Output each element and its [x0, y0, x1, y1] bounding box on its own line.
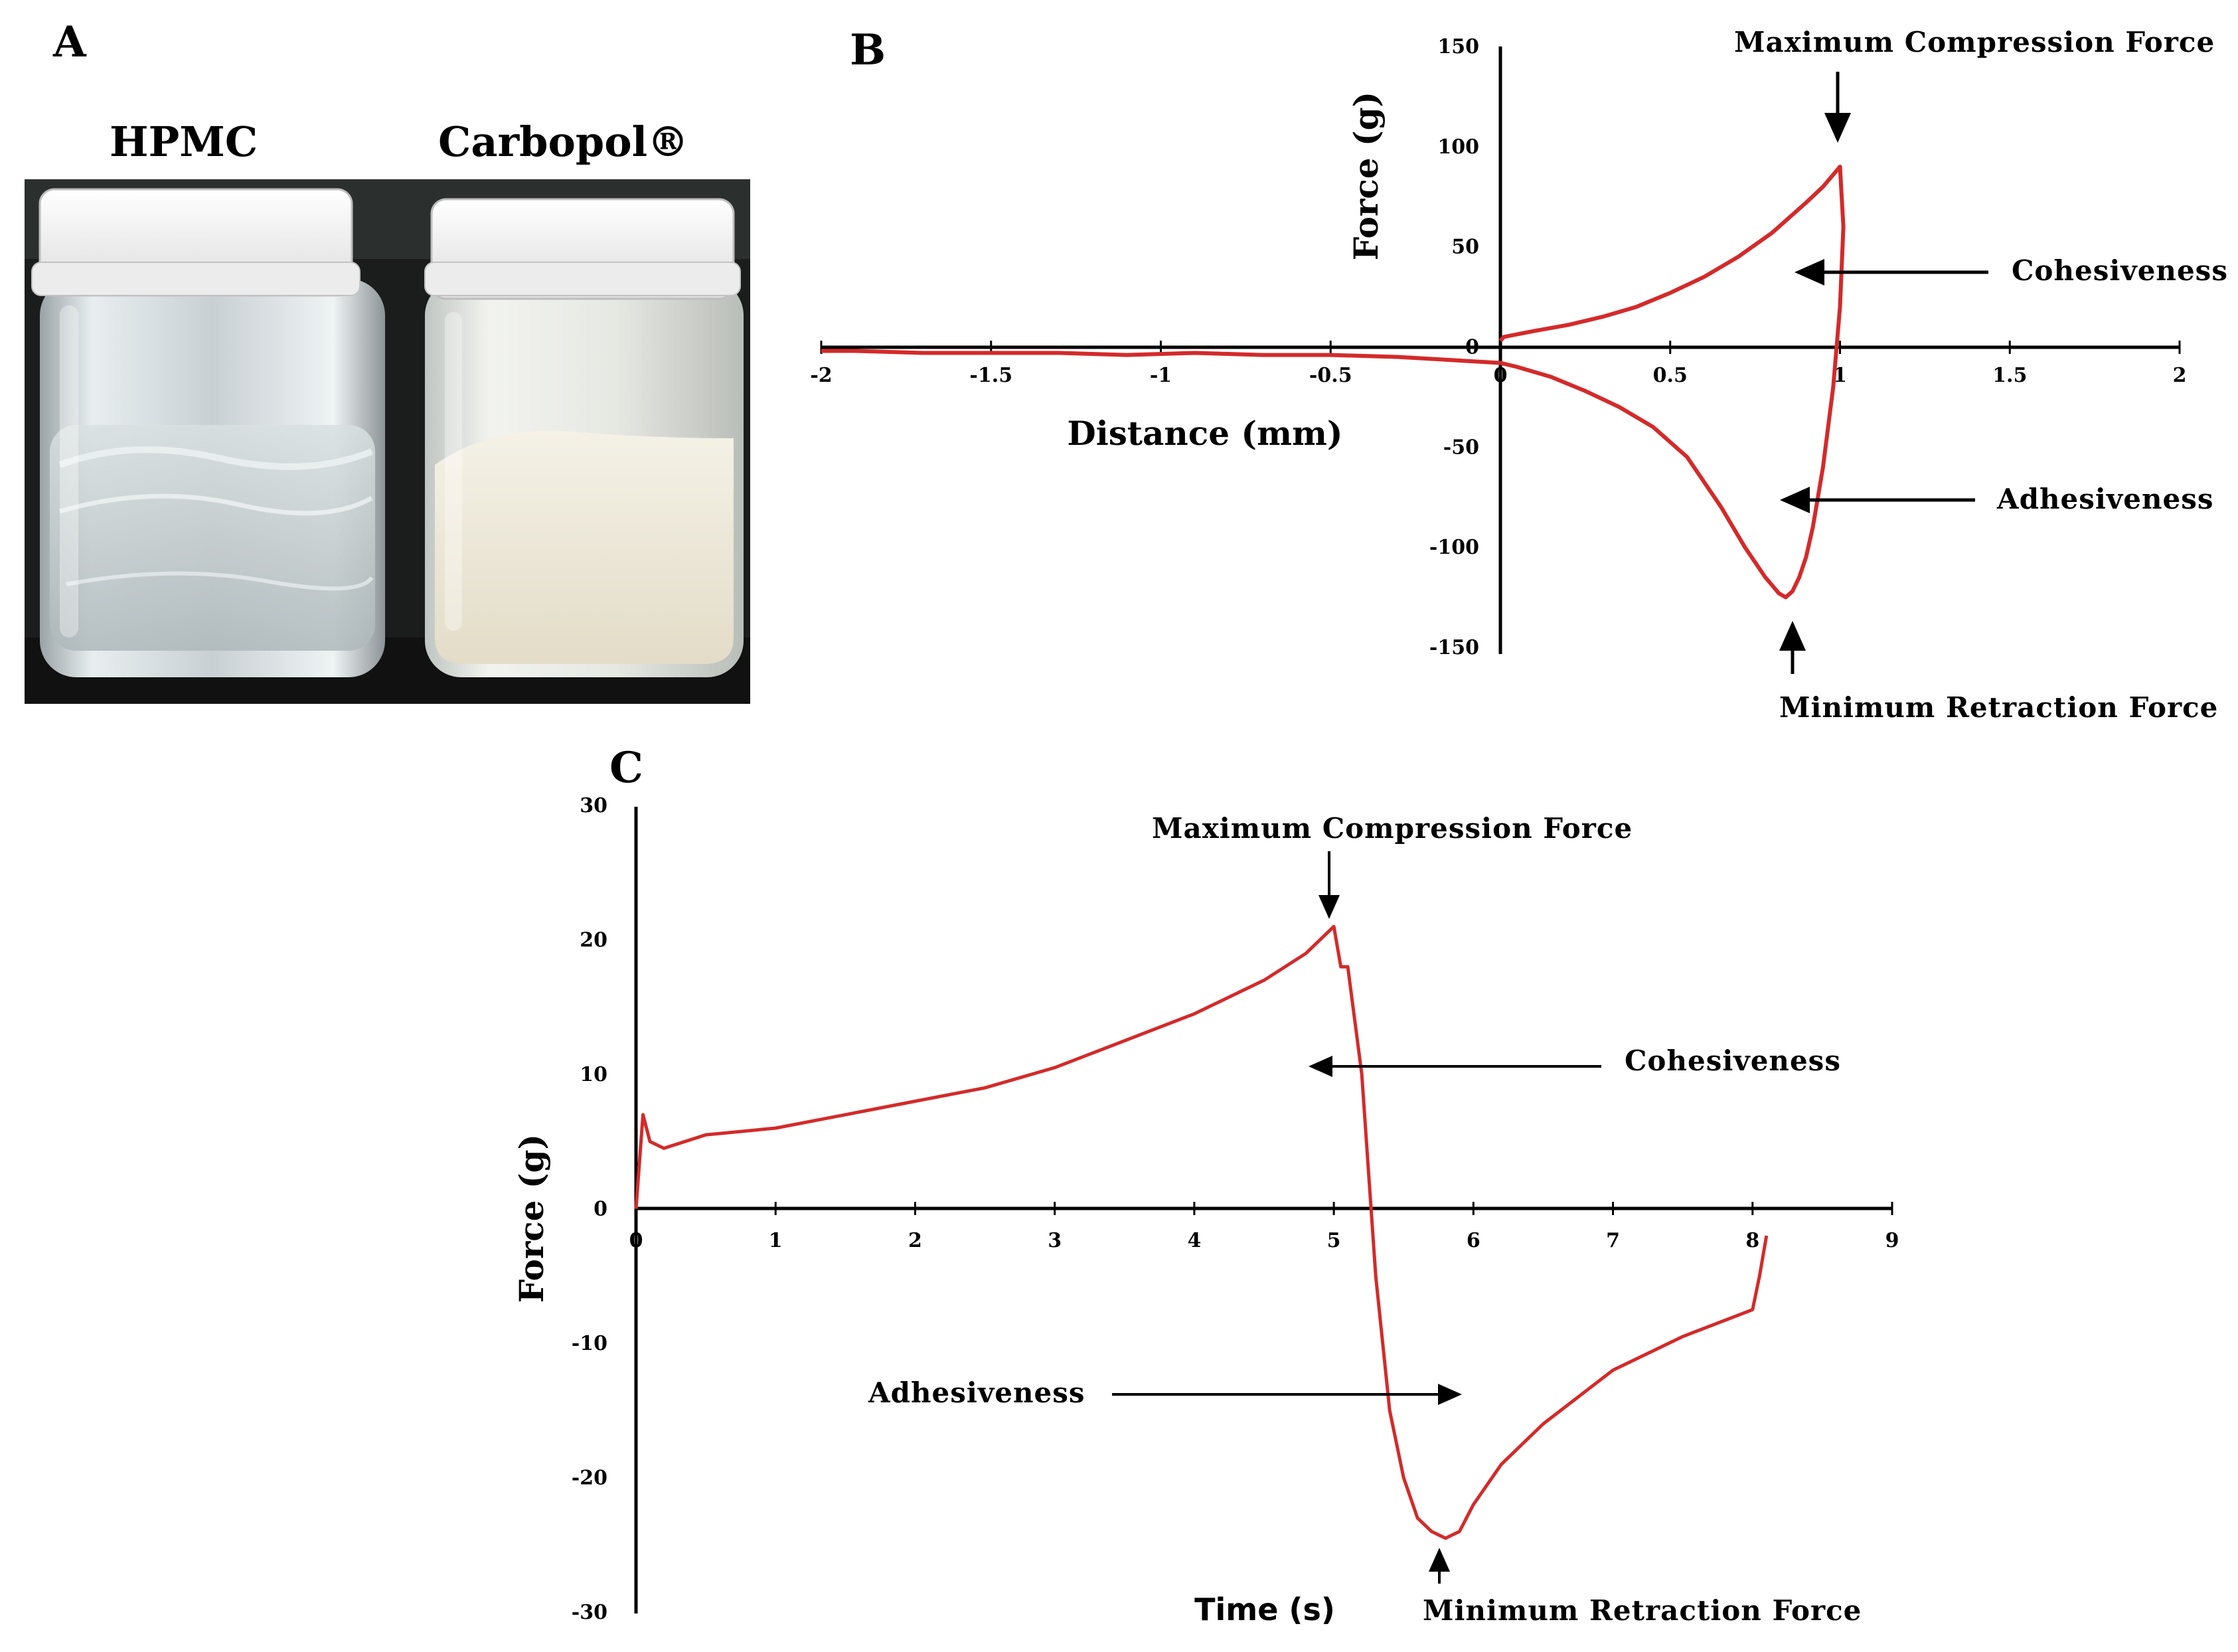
c-annotation-cohesiveness: Cohesiveness	[1625, 1044, 1841, 1077]
b-y-axis-label: Force (g)	[1346, 92, 1386, 260]
hpmc-gel-swirl-3	[66, 571, 374, 591]
hpmc-glass-highlight	[60, 305, 78, 637]
hpmc-gel-swirl-2	[59, 493, 373, 516]
panel-a: A HPMC Carbopol®	[25, 17, 750, 704]
hpmc-cap-rim	[31, 262, 360, 296]
c-y-tick-label: 20	[580, 929, 607, 952]
hpmc-gel	[50, 425, 375, 651]
hpmc-jar	[31, 188, 385, 677]
b-x-tick-label: -0.5	[1309, 364, 1352, 387]
b-y-tick-label: -150	[1429, 636, 1479, 659]
b-y-tick-label: 50	[1451, 236, 1479, 259]
jar-photo	[25, 179, 750, 704]
b-y-tick-label: 0	[1465, 336, 1479, 359]
b-y-tick-label: -100	[1429, 536, 1479, 559]
b-x-tick-label: 0	[1494, 364, 1508, 387]
c-x-tick-label: 9	[1885, 1229, 1899, 1252]
b-x-tick-label: -1.5	[969, 364, 1012, 387]
c-y-tick-label: 0	[594, 1198, 607, 1221]
b-y-tick-label: 150	[1437, 35, 1479, 58]
c-y-tick-label: 10	[580, 1063, 607, 1086]
b-y-tick-label: -50	[1443, 436, 1479, 459]
b-x-tick-label: -2	[810, 364, 832, 387]
b-x-tick-label: 2	[2173, 364, 2187, 387]
c-x-tick-label: 5	[1327, 1229, 1341, 1252]
b-annotation-max-compression: Maximum Compression Force	[1734, 26, 2215, 58]
panel-c-letter: C	[609, 743, 643, 793]
c-y-tick-label: -10	[572, 1332, 607, 1355]
carbopol-cap-rim	[424, 262, 741, 296]
c-x-tick-label: 7	[1606, 1229, 1620, 1252]
c-x-tick-label: 2	[908, 1229, 922, 1252]
c-y-tick-label: -20	[572, 1467, 607, 1490]
c-series-line	[634, 924, 1769, 1540]
c-x-tick-label: 1	[769, 1229, 783, 1252]
c-x-tick-label: 4	[1187, 1229, 1201, 1252]
c-y-tick-label: -30	[572, 1601, 607, 1624]
b-x-tick-label: 0.5	[1653, 364, 1688, 387]
c-y-axis-label: Force (g)	[512, 1134, 551, 1303]
c-x-tick-label: 6	[1467, 1229, 1480, 1252]
panel-a-letter: A	[52, 17, 87, 67]
carbopol-glass-highlight	[445, 312, 462, 631]
jar-label-carbopol: Carbopol®	[438, 118, 688, 166]
b-annotation-cohesiveness: Cohesiveness	[2012, 254, 2228, 287]
b-y-tick-label: 100	[1437, 135, 1479, 159]
b-y-ticks: 150 100 50 0 -50 -100 -150	[1429, 35, 1479, 659]
c-y-ticks: 30 20 10 0 -10 -20 -30	[572, 794, 607, 1624]
c-x-tick-label: 0	[629, 1229, 643, 1252]
b-series-line	[821, 165, 1846, 600]
panel-b-chart: B -2 -1.5 -1 -0.5 0 0.5 1 1.5 2 150100500-50-100…	[810, 25, 2228, 724]
b-annotation-adhesiveness: Adhesiveness	[1996, 483, 2214, 515]
c-x-tick-label: 8	[1745, 1229, 1759, 1252]
b-x-tick-label: 1.5	[1992, 364, 2027, 387]
b-x-axis-label: Distance (mm)	[1067, 414, 1342, 453]
b-x-ticks: -2 -1.5 -1 -0.5 0 0.5 1 1.5 2	[810, 341, 2186, 387]
c-annotation-min-retraction: Minimum Retraction Force	[1423, 1594, 1862, 1627]
panel-c-chart: C 0 1 2 3 4 5 6 7 8 9 30 20 10 0 -10 -20 -30 Time (s) F…	[512, 743, 1899, 1627]
jar-label-hpmc: HPMC	[110, 118, 258, 166]
b-annotation-min-retraction: Minimum Retraction Force	[1779, 691, 2218, 724]
panel-b-letter: B	[850, 25, 886, 75]
carbopol-gel	[435, 430, 734, 664]
b-x-tick-label: -1	[1150, 364, 1172, 387]
c-y-tick-label: 30	[580, 794, 607, 817]
c-x-tick-label: 3	[1048, 1229, 1062, 1252]
hpmc-gel-swirl	[58, 446, 373, 470]
carbopol-jar	[424, 198, 744, 677]
c-annotation-max-compression: Maximum Compression Force	[1152, 812, 1633, 845]
c-annotation-adhesiveness: Adhesiveness	[868, 1376, 1085, 1409]
c-x-axis-label: Time (s)	[1194, 1592, 1335, 1627]
c-x-ticks: 0 1 2 3 4 5 6 7 8 9	[629, 1202, 1899, 1252]
